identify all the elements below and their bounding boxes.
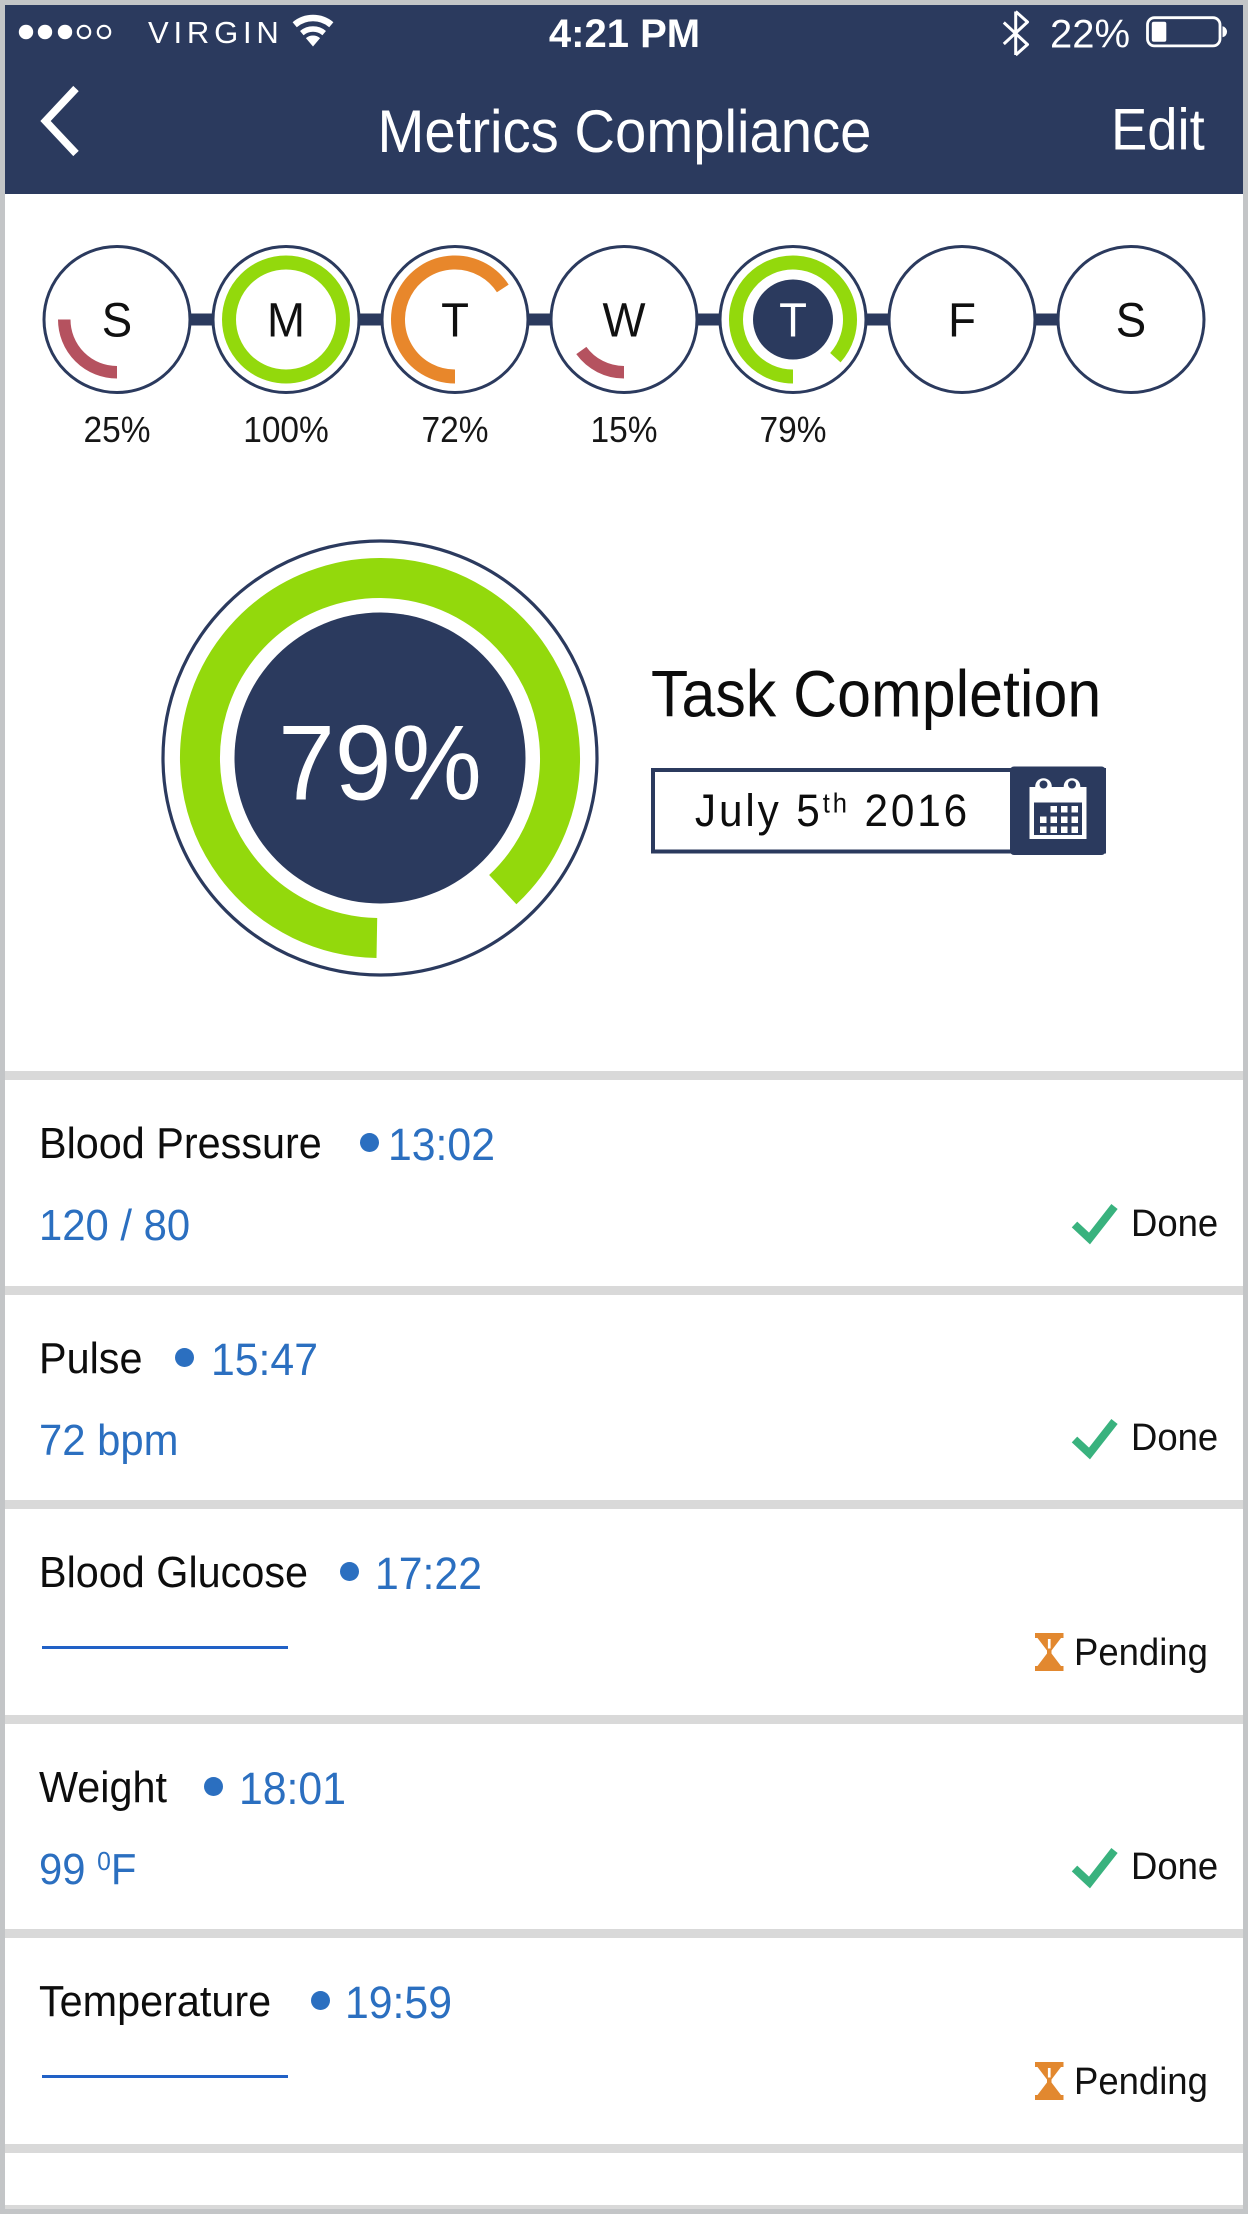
svg-text:M: M [267,293,305,346]
svg-text:22%: 22% [1050,12,1130,56]
svg-text:79%: 79% [760,411,827,450]
svg-text:79%: 79% [278,704,481,823]
svg-text:Edit: Edit [1111,97,1205,162]
svg-text:72%: 72% [422,411,489,450]
svg-text:25%: 25% [84,411,151,450]
svg-text:4:21 PM: 4:21 PM [549,12,700,56]
svg-text:S: S [1116,293,1146,346]
svg-text:15%: 15% [591,411,658,450]
svg-text:100%: 100% [243,411,329,450]
svg-text:S: S [102,293,132,346]
svg-text:T: T [441,293,469,346]
svg-text:Metrics Compliance: Metrics Compliance [378,98,872,165]
svg-text:T: T [779,293,807,346]
svg-text:VIRGIN: VIRGIN [148,15,284,50]
svg-text:W: W [602,293,646,346]
svg-text:Task Completion: Task Completion [651,659,1101,731]
svg-text:F: F [948,293,976,346]
